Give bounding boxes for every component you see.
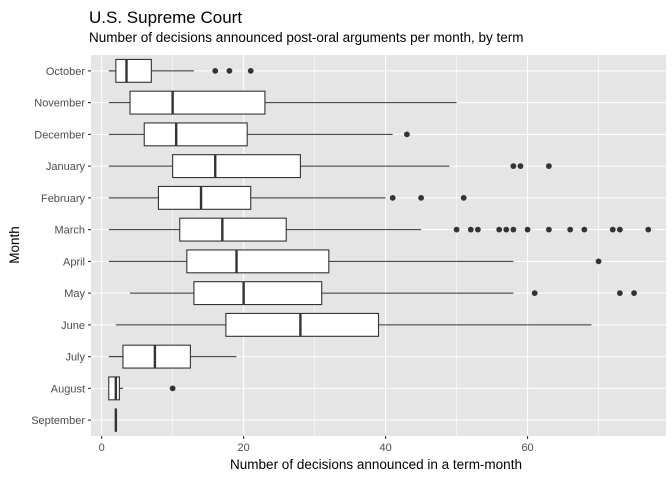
box-iqr bbox=[157, 185, 252, 210]
x-axis-ticks: 0 20 40 60 bbox=[99, 436, 534, 454]
box-iqr bbox=[172, 154, 301, 179]
y-tick-label: March bbox=[54, 225, 85, 237]
outlier-point bbox=[212, 67, 219, 74]
y-axis-label: Month bbox=[7, 226, 22, 264]
box-august bbox=[108, 376, 176, 401]
outlier-point bbox=[453, 226, 460, 233]
outlier-point bbox=[389, 194, 396, 201]
outlier-point bbox=[474, 226, 481, 233]
y-tick-label: October bbox=[46, 66, 85, 78]
outlier-point bbox=[510, 163, 517, 170]
outlier-point bbox=[616, 290, 623, 297]
y-tick-label: September bbox=[31, 415, 85, 427]
box-june bbox=[115, 312, 592, 337]
outlier-point bbox=[510, 226, 517, 233]
chart-subtitle: Number of decisions announced post-oral … bbox=[89, 30, 523, 45]
x-tick-label: 60 bbox=[521, 442, 533, 454]
box-iqr bbox=[115, 58, 152, 83]
y-tick-label: January bbox=[46, 161, 86, 173]
y-tick-label: May bbox=[64, 288, 85, 300]
outlier-point bbox=[169, 385, 176, 392]
outlier-point bbox=[545, 226, 552, 233]
outlier-point bbox=[531, 290, 538, 297]
x-axis-label: Number of decisions announced in a term-… bbox=[230, 457, 522, 472]
outlier-point bbox=[645, 226, 652, 233]
y-tick-label: August bbox=[51, 383, 85, 395]
box-july bbox=[108, 344, 237, 369]
outlier-point bbox=[503, 226, 510, 233]
plot-panel bbox=[91, 55, 666, 436]
y-tick-label: June bbox=[61, 320, 85, 332]
x-tick-label: 40 bbox=[379, 442, 391, 454]
outlier-point bbox=[467, 226, 474, 233]
outlier-point bbox=[595, 258, 602, 265]
box-iqr bbox=[122, 344, 191, 369]
box-february bbox=[108, 185, 467, 210]
outlier-point bbox=[616, 226, 623, 233]
outlier-point bbox=[524, 226, 531, 233]
y-tick-label: February bbox=[41, 193, 86, 205]
outlier-point bbox=[545, 163, 552, 170]
box-iqr bbox=[179, 217, 287, 242]
box-iqr bbox=[225, 312, 380, 337]
y-tick-label: December bbox=[34, 129, 85, 141]
box-march bbox=[108, 217, 652, 242]
box-december bbox=[108, 122, 410, 147]
y-tick-label: November bbox=[34, 98, 85, 110]
box-january bbox=[108, 154, 552, 179]
x-tick-label: 20 bbox=[237, 442, 249, 454]
y-tick-label: April bbox=[63, 256, 85, 268]
chart-title: U.S. Supreme Court bbox=[89, 8, 242, 27]
outlier-point bbox=[609, 226, 616, 233]
outlier-point bbox=[460, 194, 467, 201]
outlier-point bbox=[418, 194, 424, 201]
outlier-point bbox=[403, 131, 410, 138]
box-april bbox=[108, 249, 602, 274]
x-tick-label: 0 bbox=[99, 442, 105, 454]
outlier-point bbox=[517, 163, 524, 170]
outlier-point bbox=[226, 67, 233, 74]
box-may bbox=[130, 281, 637, 306]
box-iqr bbox=[193, 281, 323, 306]
outlier-point bbox=[247, 67, 254, 74]
box-november bbox=[108, 90, 457, 115]
outlier-point bbox=[496, 226, 503, 233]
box-iqr bbox=[186, 249, 330, 274]
y-tick-label: July bbox=[65, 352, 85, 364]
y-axis-ticks: October November December January February Ma… bbox=[31, 66, 91, 427]
box-series bbox=[108, 58, 652, 433]
outlier-point bbox=[567, 226, 574, 233]
box-iqr bbox=[129, 90, 266, 115]
box-iqr bbox=[108, 376, 120, 401]
box-iqr bbox=[143, 122, 248, 147]
box-october bbox=[108, 58, 254, 83]
outlier-point bbox=[581, 226, 588, 233]
outlier-point bbox=[631, 290, 637, 297]
